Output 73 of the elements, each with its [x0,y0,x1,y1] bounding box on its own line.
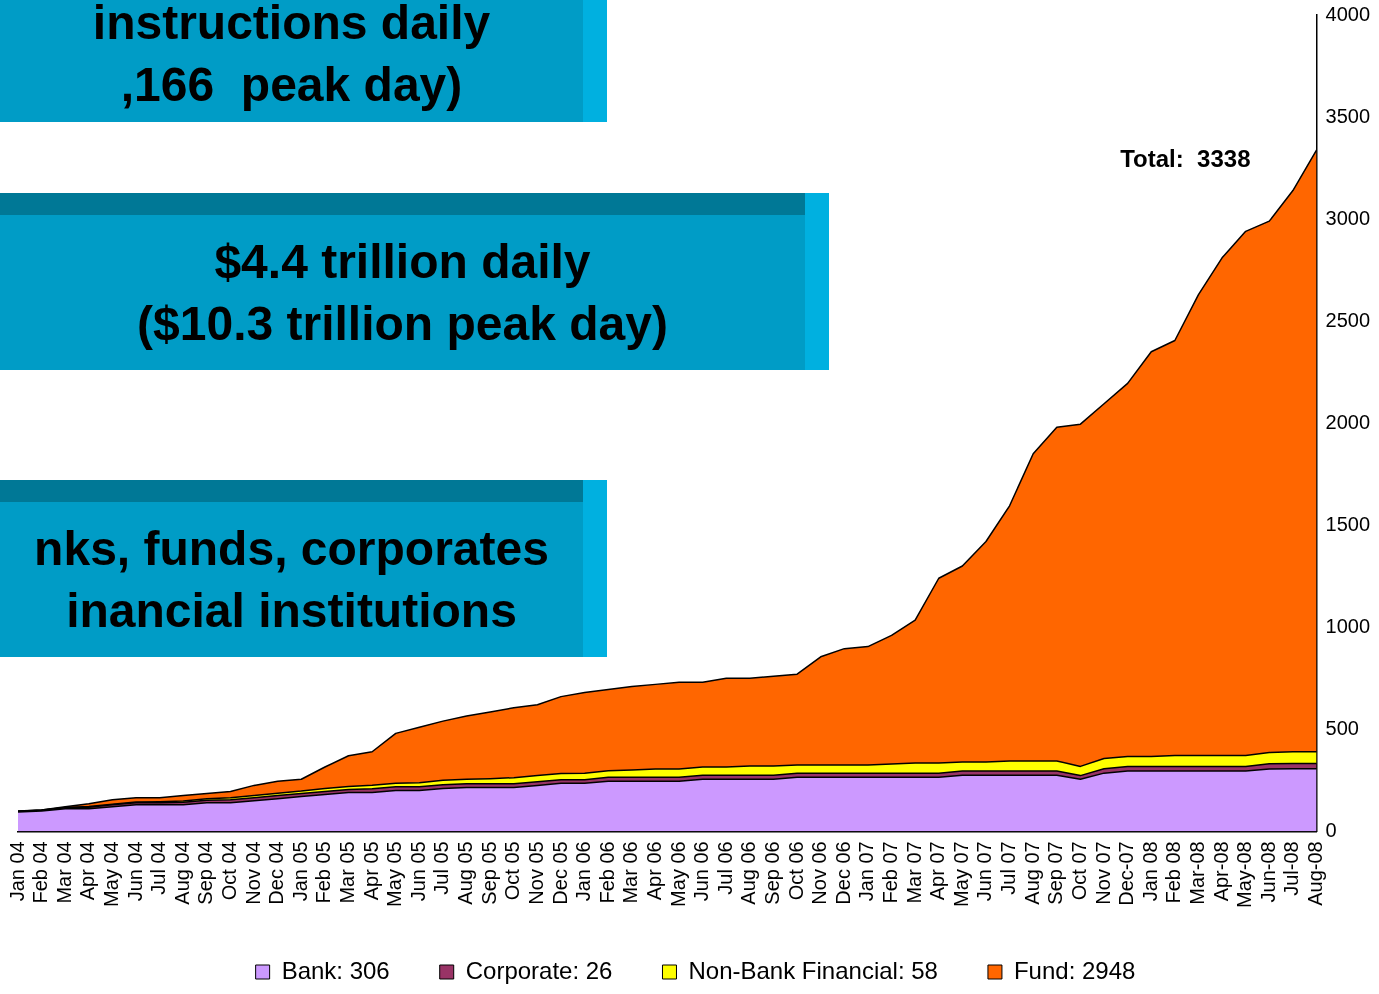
y-tick-label: 2500 [1325,308,1371,331]
x-tick-label: Feb 06 [595,841,618,904]
callout-panel: $4.4 trillion daily ($10.3 trillion peak day) [0,193,829,370]
x-tick-label: Feb 07 [879,841,902,904]
x-tick-label: Oct 05 [501,841,524,901]
x-tick-label: Oct 07 [1067,841,1090,901]
x-tick-label: Nov 06 [808,841,831,905]
x-tick-label: Oct 06 [784,841,807,901]
x-tick-label: Jun 06 [690,841,713,902]
x-tick-label: Jul 04 [147,841,170,895]
legend-label: Corporate: 26 [465,956,613,984]
x-tick-label: Jan 08 [1138,841,1161,902]
x-tick-label: Nov 05 [524,841,547,905]
x-tick-label: Aug-08 [1304,841,1327,906]
y-tick-label: 0 [1325,818,1337,841]
x-tick-label: Feb 08 [1162,841,1185,904]
callout-panel: nks, funds, corporates inancial institutions [0,480,607,657]
y-tick-label: 3500 [1325,104,1371,127]
legend-label: Non-Bank Financial: 58 [688,956,938,984]
x-tick-label: Sep 06 [761,841,784,905]
y-tick-label: 500 [1325,716,1359,739]
x-tick-label: Feb 04 [29,841,52,904]
x-tick-label: Apr-08 [1209,841,1232,902]
x-tick-label: Apr 04 [76,841,99,901]
x-tick-label: Oct 04 [218,841,240,901]
x-tick-label: Dec 04 [265,841,288,905]
x-tick-label: Nov 04 [241,841,264,905]
x-tick-label: Jan 05 [288,841,311,902]
x-tick-label: Dec 06 [831,841,854,905]
x-tick-label: Jul 06 [713,841,736,895]
x-tick-label: Jul 07 [997,841,1020,895]
x-tick-label: Apr 06 [642,841,665,901]
callout-panel: instructions daily ,166 peak day) [0,0,607,122]
x-tick-label: Jan 04 [5,841,28,902]
x-tick-label: Nov 07 [1091,841,1114,905]
legend-label: Bank: 306 [281,956,390,984]
x-tick-label: Dec-07 [1115,841,1138,906]
x-tick-label: Apr 07 [926,841,949,901]
y-tick-label: 1500 [1325,512,1371,535]
x-tick-label: Mar 06 [619,841,642,904]
x-tick-label: May 05 [383,841,406,907]
x-tick-label: Sep 05 [477,841,500,905]
x-tick-label: Aug 04 [170,841,193,905]
x-tick-label: Jun-08 [1256,841,1279,903]
x-tick-label: Aug 06 [737,841,760,905]
y-tick-label: 4000 [1325,2,1371,25]
y-tick-label: 2000 [1325,410,1371,433]
x-tick-label: May 04 [99,841,122,907]
x-tick-label: Dec 05 [548,841,571,905]
x-tick-label: Jul-08 [1280,841,1303,896]
x-tick-label: Jan 07 [855,841,878,902]
x-tick-label: Aug 05 [454,841,477,905]
x-tick-label: Sep 07 [1044,841,1067,905]
x-tick-label: Mar 04 [52,841,75,904]
x-tick-label: Jun 07 [973,841,996,902]
x-tick-label: Sep 04 [194,841,217,905]
x-tick-label: Mar-08 [1185,841,1208,905]
legend-label: Fund: 2948 [1013,956,1136,984]
x-tick-label: Jul 05 [430,841,453,895]
x-tick-label: Mar 05 [336,841,359,904]
y-tick-label: 3000 [1325,206,1371,229]
x-tick-label: Mar 07 [902,841,925,904]
x-tick-label: Apr 05 [359,841,382,901]
y-tick-label: 1000 [1325,614,1371,637]
x-tick-label: Jan 06 [572,841,595,902]
x-tick-label: Aug 07 [1020,841,1043,905]
x-tick-label: Jun 05 [406,841,429,902]
x-tick-label: Jun 04 [123,841,146,902]
annotation: Total: 3338 [1120,144,1251,172]
x-tick-label: May-08 [1233,841,1256,909]
x-tick-label: May 07 [949,841,972,907]
x-tick-label: Feb 05 [312,841,335,904]
x-tick-label: May 06 [666,841,689,907]
